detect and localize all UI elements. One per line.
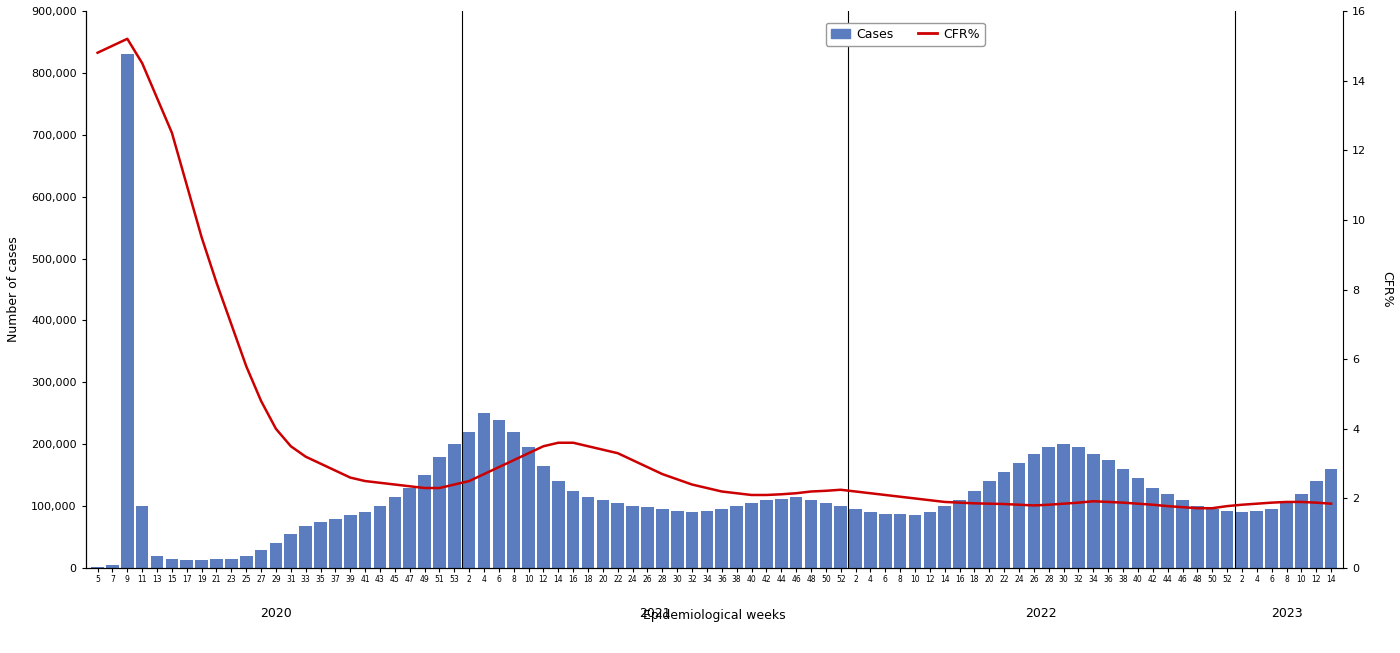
Bar [938,506,951,568]
Bar [522,447,535,568]
Bar [552,481,564,568]
Bar [106,565,119,568]
Bar [924,513,937,568]
Bar [909,515,921,568]
Bar [731,506,743,568]
Bar [582,497,595,568]
Bar [329,518,342,568]
Bar [1191,506,1204,568]
Y-axis label: Number of cases: Number of cases [7,236,20,342]
Bar [151,556,164,568]
Bar [419,475,431,568]
Bar [389,497,402,568]
Bar [641,507,654,568]
Bar [1147,488,1159,568]
Bar [300,526,312,568]
Bar [686,513,699,568]
Bar [1250,511,1263,568]
Bar [1117,469,1130,568]
Bar [1057,444,1070,568]
Text: 2020: 2020 [260,607,291,620]
Bar [181,560,193,568]
Bar [1102,460,1114,568]
Legend: Cases, CFR%: Cases, CFR% [826,23,984,46]
Bar [1266,509,1278,568]
Bar [745,503,757,568]
Bar [969,490,981,568]
Bar [657,509,669,568]
Bar [864,513,876,568]
Text: 2022: 2022 [1026,607,1057,620]
Bar [626,506,638,568]
Bar [1221,511,1233,568]
Bar [850,509,862,568]
Bar [463,432,476,568]
Bar [358,513,371,568]
Bar [1310,481,1323,568]
Bar [715,509,728,568]
Bar [507,432,519,568]
Bar [1236,513,1249,568]
Bar [671,511,683,568]
Bar [1162,494,1175,568]
Bar [374,506,386,568]
Bar [1324,469,1337,568]
Bar [834,506,847,568]
Bar [790,497,802,568]
X-axis label: Epidemiological weeks: Epidemiological weeks [643,609,785,622]
Bar [700,511,713,568]
Text: 2021: 2021 [640,607,671,620]
Bar [344,515,357,568]
Bar [567,490,580,568]
Bar [1012,463,1025,568]
Bar [1280,503,1292,568]
Bar [953,500,966,568]
Bar [448,444,461,568]
Bar [1072,447,1085,568]
Bar [225,559,238,568]
Text: 2023: 2023 [1271,607,1302,620]
Bar [879,514,892,568]
Bar [893,515,906,568]
Bar [239,556,252,568]
Y-axis label: CFR%: CFR% [1380,271,1393,308]
Bar [284,534,297,568]
Bar [136,506,148,568]
Bar [998,472,1011,568]
Bar [165,559,178,568]
Bar [270,543,283,568]
Bar [255,550,267,568]
Bar [314,522,326,568]
Bar [120,54,133,568]
Bar [196,560,209,568]
Bar [403,488,416,568]
Bar [91,567,104,568]
Bar [612,503,624,568]
Bar [1086,454,1099,568]
Bar [1176,500,1189,568]
Bar [1295,494,1308,568]
Bar [210,560,223,568]
Bar [538,466,550,568]
Bar [596,500,609,568]
Bar [805,500,818,568]
Bar [760,500,773,568]
Bar [983,481,995,568]
Bar [1131,479,1144,568]
Bar [433,456,445,568]
Bar [1043,447,1056,568]
Bar [493,419,505,568]
Bar [1205,509,1218,568]
Bar [819,503,832,568]
Bar [776,499,788,568]
Bar [477,413,490,568]
Bar [1028,454,1040,568]
